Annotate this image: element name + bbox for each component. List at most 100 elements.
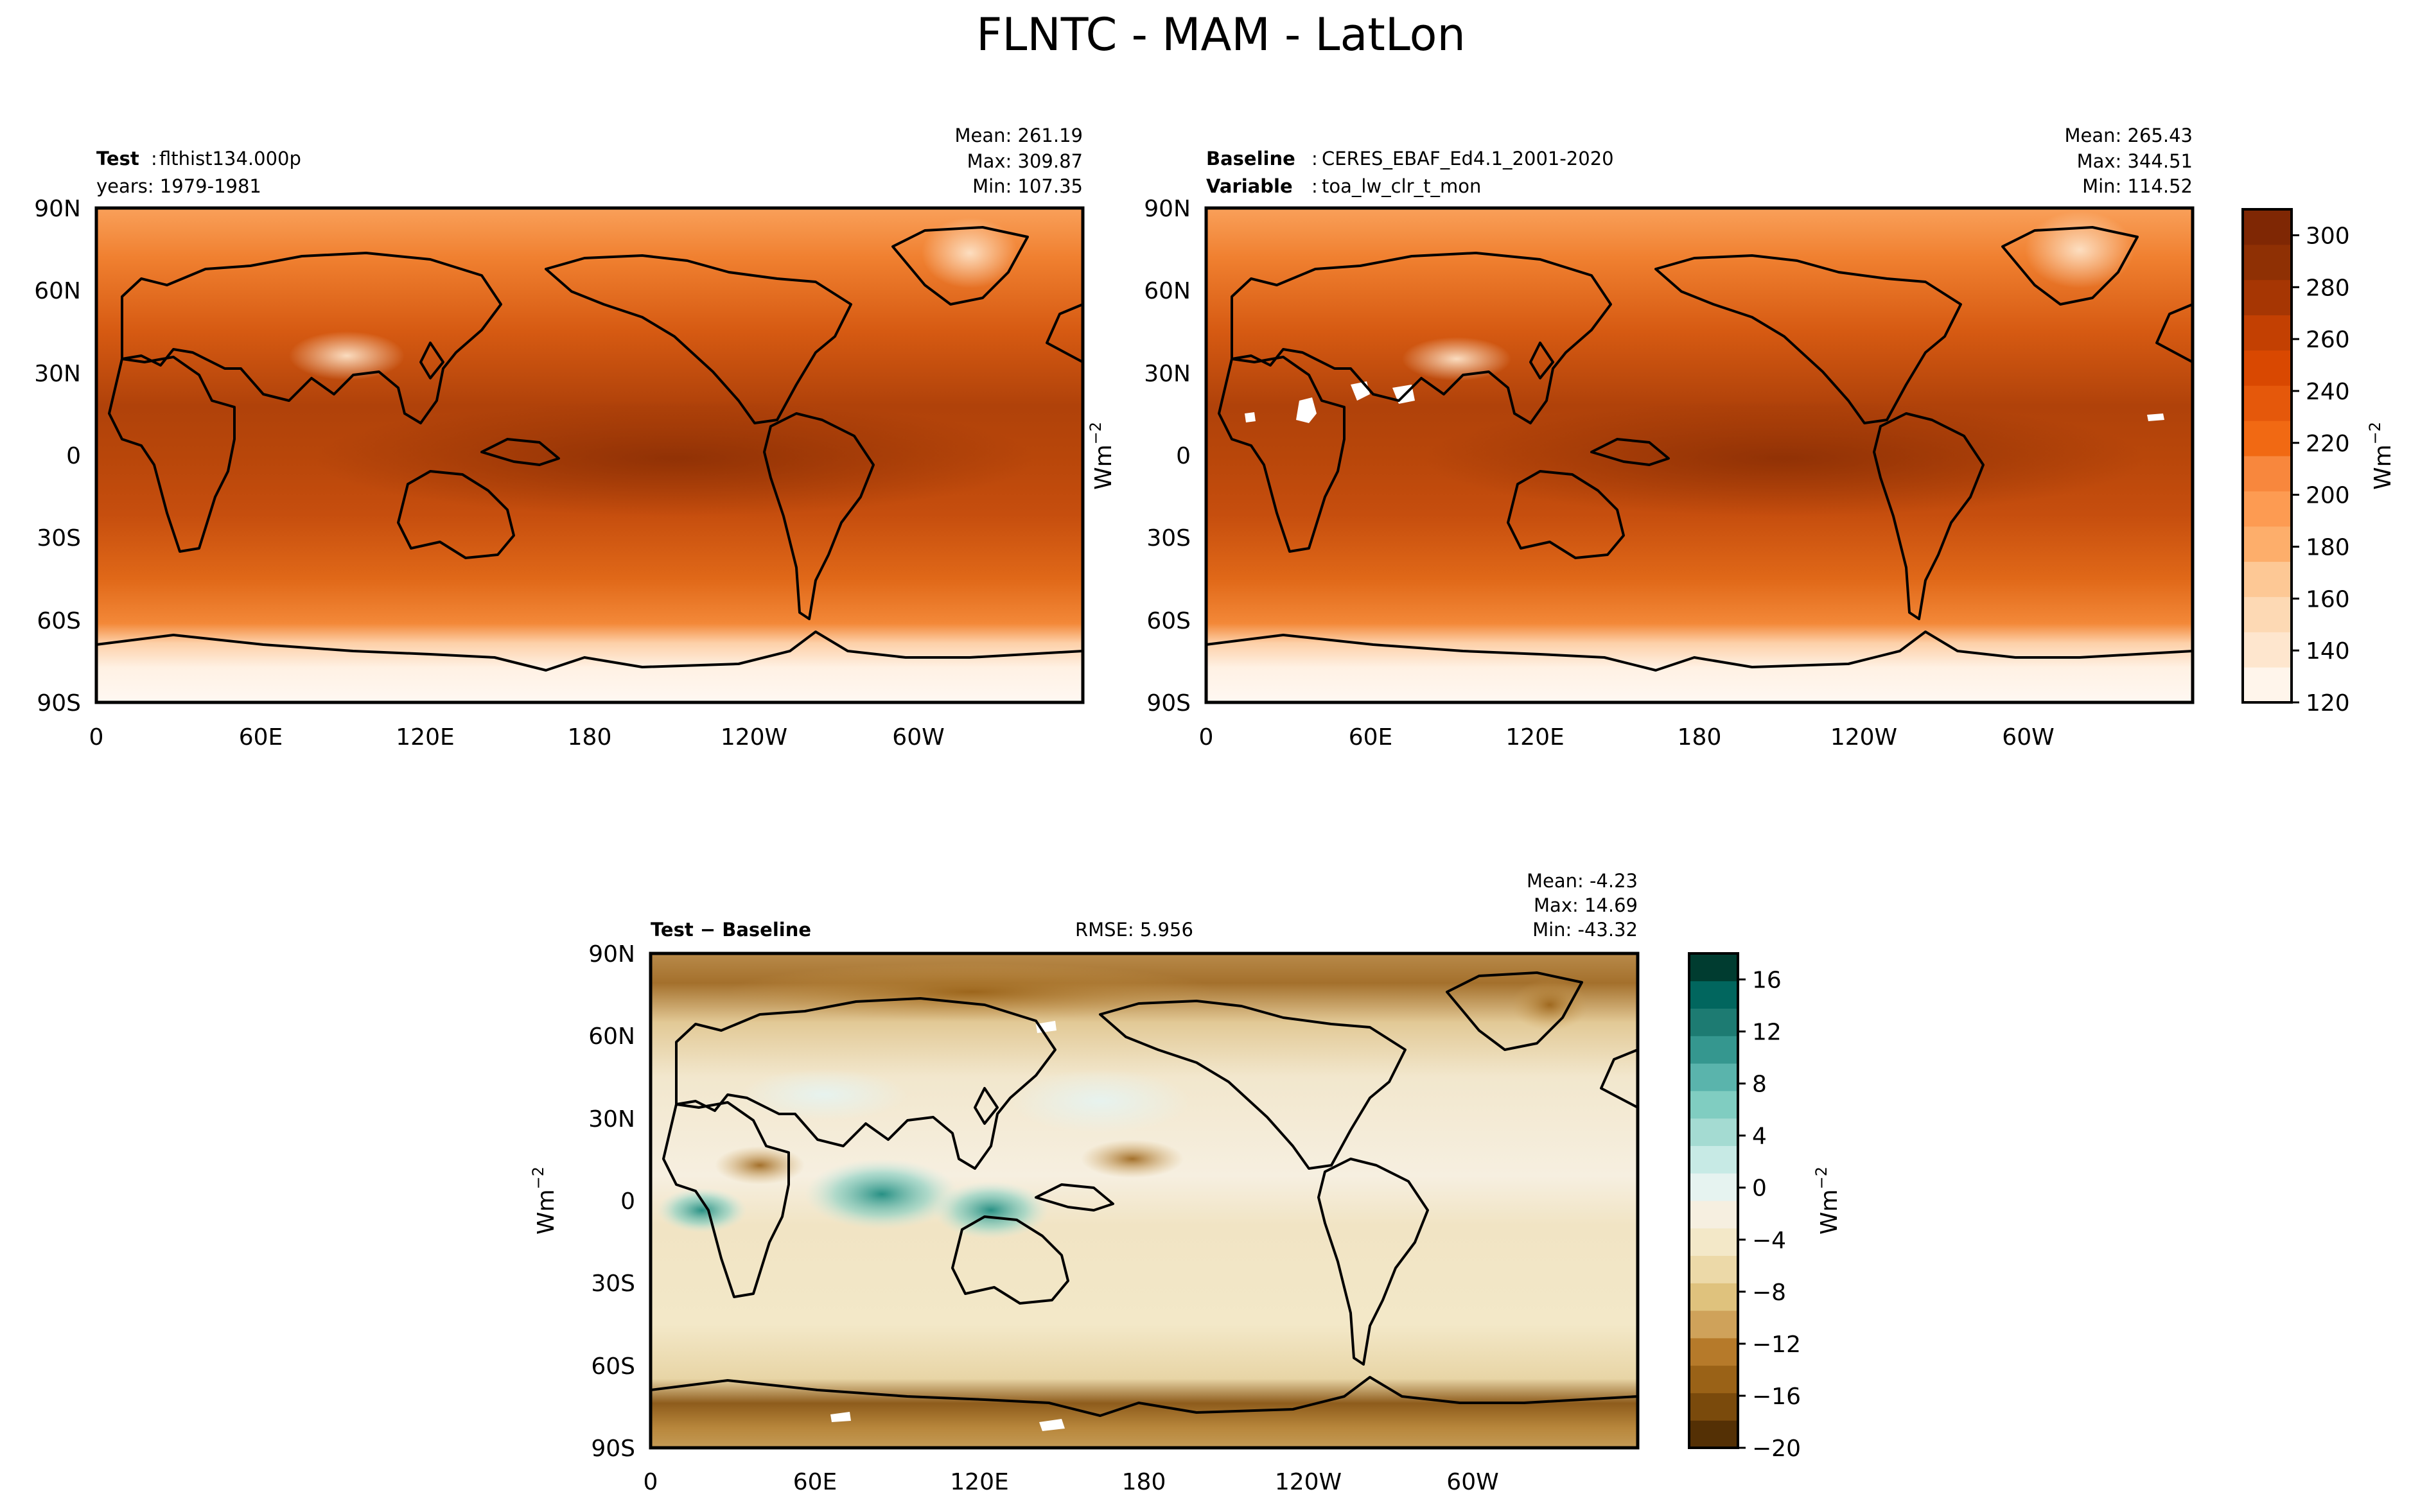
lat-tick: 0 [620,1188,635,1215]
panel-baseline-subtitle-text: toa_lw_clr_t_mon [1322,175,1481,197]
panel-difference-stat-mean: Mean: -4.23 [1527,870,1638,892]
map-test-coastlines [96,226,1083,672]
panel-test-stat-mean: Mean: 261.19 [955,125,1083,146]
lon-tick: 120W [1275,1469,1342,1495]
lon-tick: 180 [568,724,612,751]
map-baseline-tibet-cool [1402,337,1511,381]
panel-test-title-text: flthist134.000p [159,148,301,169]
colorbar-segment [2243,350,2292,386]
colorbar-segment [2243,667,2292,703]
panel-baseline-ylabel: Wm−2 [1087,422,1117,490]
panel-test-stat-max: Max: 309.87 [967,150,1083,172]
lon-tick: 120E [396,724,454,751]
panel-baseline-stat-min: Min: 114.52 [2082,175,2193,197]
lon-tick: 180 [1122,1469,1166,1495]
lat-tick: 30N [588,1106,635,1133]
colorbar-tick-label: 300 [2306,223,2350,249]
lat-tick: 60N [1144,278,1191,304]
colorbar-tick-label: −4 [1752,1228,1786,1254]
lon-tick: 60E [239,724,283,751]
panel-test: Test : flthist134.000p years: 1979-1981 … [34,125,1085,751]
map-test-lat-axis: 90N 60N 30N 0 30S 60S 90S [34,196,81,717]
colorbar-tick-label: −8 [1752,1280,1786,1306]
panel-difference-ylabel: Wm−2 [529,1167,559,1235]
lat-tick: 90S [37,690,81,717]
map-difference-arctic-brown [728,963,1216,1021]
colorbar-segment [1689,1063,1738,1091]
panel-baseline-title-sep: : [1311,148,1318,169]
colorbar-segment [1689,980,1738,1009]
map-difference-frame [649,952,1640,1450]
map-baseline-lat-axis: 90N 60N 30N 0 30S 60S 90S [1144,196,1191,717]
unit-label: Wm [2370,444,2396,490]
map-baseline-tropical-warm [1425,401,2144,516]
lon-tick: 60W [1446,1469,1498,1495]
colorbar-segment [1689,1228,1738,1256]
colorbar-diff-frame [1688,952,1739,1449]
colorbar-segment [2243,315,2292,351]
panel-baseline-subtitle-bold: Variable [1206,175,1293,197]
colorbar-tick-label: 120 [2306,690,2350,717]
colorbar-segment [1689,1090,1738,1119]
map-difference-indian-ocean-teal [805,1159,959,1230]
colorbar-segment [2243,279,2292,316]
lat-tick: 90N [588,941,635,968]
map-difference-missing [830,1021,1065,1431]
map-test-frame [94,206,1085,704]
colorbar-segment [2243,526,2292,562]
colorbar-segment [1689,1365,1738,1393]
map-baseline-coastlines [1206,226,2193,672]
lon-tick: 0 [89,724,104,751]
panel-difference-stat-min: Min: -43.32 [1532,919,1638,941]
colorbar-tick-label: 160 [2306,586,2350,613]
colorbar-segment [2243,244,2292,281]
map-baseline-greenland-cool [2025,211,2134,288]
unit-exponent: −2 [529,1167,547,1189]
unit-label: Wm [1816,1189,1843,1235]
lat-tick: 90N [34,196,81,222]
map-test-tropical-warm [315,401,1034,516]
panel-test-title-bold: Test [96,148,139,169]
colorbar-segment [1689,1145,1738,1174]
panel-difference-rmse: RMSE: 5.956 [1075,919,1193,941]
lon-tick: 60E [793,1469,837,1495]
lat-tick: 60N [588,1023,635,1050]
lat-tick: 60S [591,1353,635,1380]
lat-tick: 90S [1146,690,1191,717]
lon-tick: 120W [1830,724,1897,751]
lat-tick: 30N [34,361,81,387]
colorbar-segment [2243,632,2292,668]
colorbar-segment [1689,1036,1738,1064]
colorbar-tick-label: 8 [1752,1072,1767,1098]
colorbar-tick-label: 260 [2306,327,2350,353]
colorbar-tick-label: −12 [1752,1332,1801,1358]
lat-tick: 0 [1176,443,1191,469]
colorbar-tick-label: 12 [1752,1020,1782,1046]
lon-tick: 180 [1678,724,1722,751]
colorbar-diff-label: Wm−2 [1812,1167,1843,1235]
colorbar-segment [1689,1420,1738,1448]
panel-baseline-stat-mean: Mean: 265.43 [2065,125,2193,146]
colorbar-main-segments [2243,209,2292,703]
unit-label: Wm [533,1189,559,1235]
panel-baseline: Baseline : CERES_EBAF_Ed4.1_2001-2020 Va… [1087,125,2195,751]
unit-exponent: −2 [1087,422,1105,444]
map-test-lon-axis: 0 60E 120E 180 120W 60W [89,724,945,751]
colorbar-segment [1689,1173,1738,1201]
colorbar-diff-segments [1689,953,1738,1448]
colorbar-tick-label: 240 [2306,379,2350,405]
colorbar-segment [1689,1337,1738,1366]
lon-tick: 120W [721,724,787,751]
colorbar-segment [2243,596,2292,632]
map-difference-africa-brown [715,1146,805,1185]
lat-tick: 60S [37,608,81,634]
colorbar-tick-label: 0 [1752,1176,1767,1202]
panel-test-subtitle: years: 1979-1981 [96,175,261,197]
map-difference-pacific-light [1010,1069,1190,1133]
map-difference-lat-axis: 90N 60N 30N 0 30S 60S 90S [588,941,635,1462]
map-difference-eurasia-light [741,1069,907,1120]
colorbar-segment [2243,421,2292,456]
map-difference-pacific-brown [1081,1140,1184,1178]
lon-tick: 120E [1505,724,1564,751]
